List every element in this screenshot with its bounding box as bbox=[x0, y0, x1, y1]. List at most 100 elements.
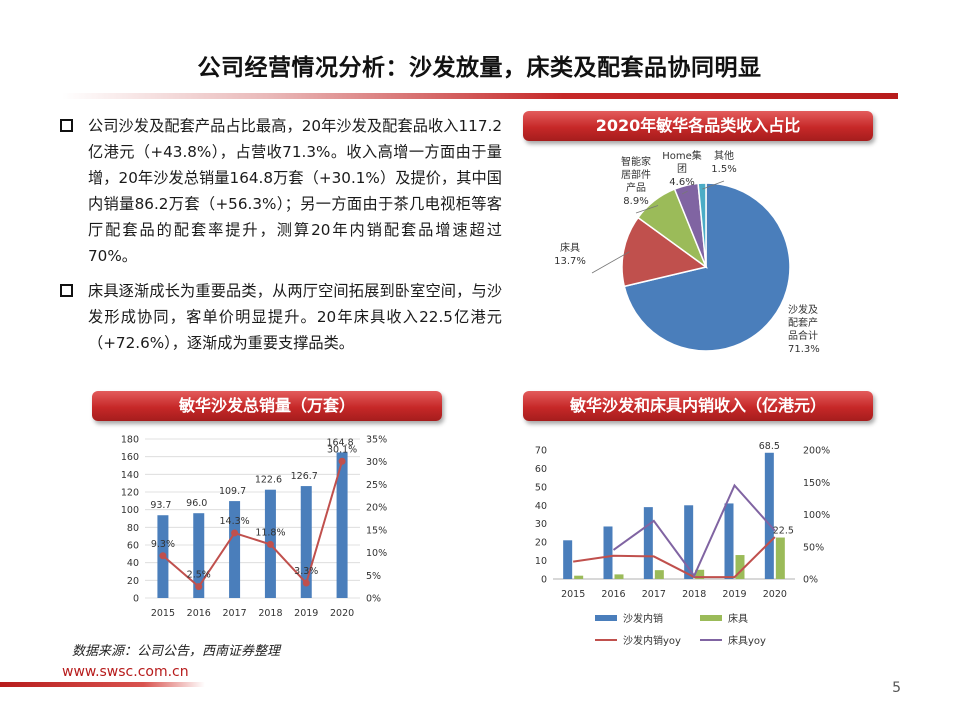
bar-sofa bbox=[684, 505, 694, 579]
x-tick-label: 2017 bbox=[222, 608, 246, 619]
x-tick-label: 2020 bbox=[330, 608, 354, 619]
pie-label: Home集 bbox=[662, 149, 702, 162]
bar-bed bbox=[614, 574, 624, 579]
data-source: 数据来源：公司公告，西南证券整理 bbox=[72, 644, 281, 659]
checkbox-square-icon bbox=[60, 284, 73, 297]
growth-point bbox=[231, 529, 239, 537]
pie-label: 沙发及 bbox=[788, 303, 818, 316]
y-tick-label: 20 bbox=[535, 538, 547, 549]
pie-leader-line bbox=[702, 180, 725, 190]
bullet-item: 床具逐渐成长为重要品类，从两厅空间拓展到卧室空间，与沙发形成协同，客单价明显提升… bbox=[58, 278, 502, 356]
bar-bed bbox=[775, 537, 785, 579]
y-tick-label: 140 bbox=[121, 470, 139, 481]
y2-tick-label: 200% bbox=[803, 446, 830, 457]
y-tick-label: 0 bbox=[541, 575, 547, 586]
bar bbox=[300, 486, 312, 598]
website-link[interactable]: www.swsc.com.cn bbox=[62, 664, 189, 680]
bed-yoy-line bbox=[612, 483, 776, 578]
sofa-yoy-line bbox=[573, 536, 776, 579]
x-tick-label: 2016 bbox=[187, 608, 211, 619]
growth-line bbox=[162, 460, 344, 589]
bar-value-label: 68.5 bbox=[759, 441, 780, 452]
growth-point bbox=[302, 579, 310, 587]
y-tick-label: 0 bbox=[133, 594, 139, 605]
pie-label: 1.5% bbox=[711, 164, 736, 175]
x-tick-label: 2019 bbox=[722, 589, 746, 600]
pie-label: 13.7% bbox=[554, 256, 586, 267]
growth-point bbox=[338, 457, 346, 465]
pie-leader-line bbox=[681, 190, 688, 195]
y2-tick-label: 150% bbox=[803, 478, 830, 489]
y-tick-label: 70 bbox=[535, 446, 547, 457]
pie-leader-line bbox=[591, 251, 630, 274]
pie-label: 8.9% bbox=[623, 196, 648, 207]
bar-bed bbox=[654, 570, 664, 579]
bar-value-label: 22.5 bbox=[773, 526, 794, 537]
pie-label: 产品 bbox=[626, 181, 646, 194]
x-tick-label: 2015 bbox=[151, 608, 175, 619]
bar2-chart-title: 敏华沙发和床具内销收入（亿港元） bbox=[523, 391, 873, 421]
bar-value-label: 93.7 bbox=[150, 500, 171, 511]
bar1-chart-title: 敏华沙发总销量（万套） bbox=[92, 391, 442, 421]
pie-label: 其他 bbox=[714, 149, 734, 162]
growth-label: 9.3% bbox=[151, 539, 175, 550]
x-tick-label: 2018 bbox=[258, 608, 282, 619]
y-tick-label: 20 bbox=[127, 576, 139, 587]
pie-label: 智能家 bbox=[621, 155, 651, 168]
bar-sofa bbox=[764, 452, 774, 579]
legend-label: 沙发内销yoy bbox=[623, 634, 681, 647]
page-title: 公司经营情况分析：沙发放量，床类及配套品协同明显 bbox=[197, 55, 762, 81]
y2-tick-label: 35% bbox=[366, 435, 387, 446]
x-tick-label: 2020 bbox=[763, 589, 787, 600]
pie-label: 床具 bbox=[560, 241, 580, 254]
bar-bed bbox=[695, 569, 705, 579]
y2-tick-label: 0% bbox=[803, 575, 818, 586]
y-tick-label: 180 bbox=[121, 435, 139, 446]
y-tick-label: 40 bbox=[535, 501, 547, 512]
y-tick-label: 40 bbox=[127, 558, 139, 569]
y-tick-label: 80 bbox=[127, 523, 139, 534]
bar bbox=[336, 452, 348, 598]
y-tick-label: 30 bbox=[535, 519, 547, 530]
pie-slice bbox=[697, 182, 707, 268]
bar-value-label: 122.6 bbox=[255, 475, 282, 486]
growth-label: 11.8% bbox=[255, 527, 285, 538]
x-tick-label: 2017 bbox=[642, 589, 666, 600]
bar-bed bbox=[735, 555, 745, 579]
bar bbox=[229, 501, 241, 598]
y-tick-label: 60 bbox=[127, 541, 139, 552]
y-tick-label: 120 bbox=[121, 488, 139, 499]
growth-label: 14.3% bbox=[219, 516, 249, 527]
growth-label: 30.1% bbox=[327, 444, 357, 455]
bar-value-label: 109.7 bbox=[219, 486, 246, 497]
bar-sofa bbox=[724, 503, 734, 579]
y2-tick-label: 30% bbox=[366, 457, 387, 468]
bar bbox=[193, 513, 205, 598]
growth-label: 3.3% bbox=[294, 566, 318, 577]
y2-tick-label: 15% bbox=[366, 525, 387, 536]
bar-bed bbox=[574, 575, 584, 579]
x-tick-label: 2019 bbox=[294, 608, 318, 619]
legend-label: 床具 bbox=[728, 612, 748, 625]
pie-slice bbox=[621, 216, 708, 288]
pie-label: 团 bbox=[677, 163, 687, 175]
legend-label: 床具yoy bbox=[728, 634, 766, 647]
domestic-revenue-chart: 0 10 20 30 40 50 60 70 0% 50% 100% 150% 200% 2015 2016… bbox=[535, 441, 830, 647]
bar-value-label: 126.7 bbox=[291, 471, 318, 482]
pie-label: 居部件 bbox=[621, 168, 651, 181]
bullet-text: 床具逐渐成长为重要品类，从两厅空间拓展到卧室空间，与沙发形成协同，客单价明显提升… bbox=[88, 282, 502, 352]
growth-point bbox=[195, 583, 203, 591]
y-tick-label: 50 bbox=[535, 482, 547, 493]
legend-swatch bbox=[595, 615, 617, 621]
sales-volume-chart: 0 20 40 60 80 100 120 140 160 180 0% 5% 10% 15% 20% 25%… bbox=[121, 435, 387, 620]
growth-label: 2.5% bbox=[187, 570, 211, 581]
y2-tick-label: 10% bbox=[366, 548, 387, 559]
y2-tick-label: 25% bbox=[366, 480, 387, 491]
y2-tick-label: 5% bbox=[366, 571, 381, 582]
x-tick-label: 2015 bbox=[561, 589, 585, 600]
legend-swatch bbox=[700, 615, 722, 621]
y-tick-label: 60 bbox=[535, 464, 547, 475]
pie-label: 品合计 bbox=[788, 329, 818, 342]
y2-tick-label: 0% bbox=[366, 594, 381, 605]
y2-tick-label: 20% bbox=[366, 503, 387, 514]
